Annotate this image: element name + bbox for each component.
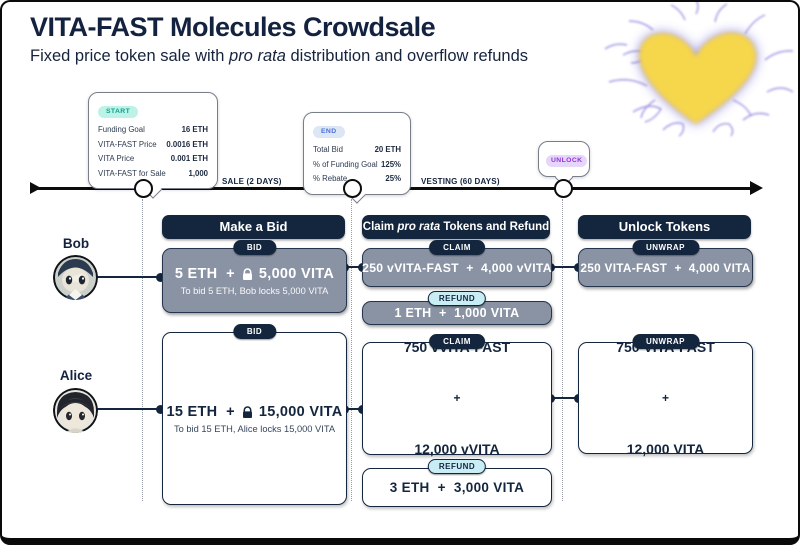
alice-bid-amount: 15 ETH + 15,000 VITA bbox=[166, 404, 342, 420]
alice-avatar bbox=[53, 388, 98, 433]
row-label: % of Funding Goal bbox=[313, 159, 378, 169]
bob-refund-amount: 1 ETH + 1,000 VITA bbox=[394, 306, 520, 320]
page-title: VITA-FAST Molecules Crowdsale bbox=[30, 12, 436, 42]
claim-badge: CLAIM bbox=[429, 334, 485, 349]
subtitle-suffix: distribution and overflow refunds bbox=[285, 47, 529, 65]
connector-dot bbox=[156, 272, 165, 282]
subtitle-prefix: Fixed price token sale with bbox=[30, 47, 230, 65]
claim-line: 12,000 vVITA bbox=[414, 441, 500, 457]
bob-unwrap-amount: 250 VITA-FAST + 4,000 VITA bbox=[580, 260, 751, 275]
end-badge: END bbox=[313, 125, 345, 138]
unwrap-line: + bbox=[661, 390, 669, 405]
bob-claim-box: CLAIM 250 vVITA-FAST + 4,000 vVITA bbox=[362, 240, 552, 287]
connector-alice-bid-claim bbox=[345, 408, 362, 411]
card-row: Total Bid 20 ETH bbox=[313, 143, 401, 158]
unwrap-badge: UNWRAP bbox=[632, 334, 699, 349]
refund-badge: REFUND bbox=[427, 291, 487, 306]
heart-fluorescence-image bbox=[604, 0, 794, 137]
alice-unwrap-amount: 750 VITA-FAST + 12,000 VITA bbox=[616, 305, 715, 492]
start-badge: START bbox=[98, 105, 139, 118]
alice-unwrap-box: UNWRAP 750 VITA-FAST + 12,000 VITA bbox=[578, 334, 753, 457]
row-label: VITA-FAST Price bbox=[98, 139, 157, 149]
connector-dot bbox=[156, 404, 165, 414]
card-row: Funding Goal 16 ETH bbox=[98, 123, 208, 138]
user-name-bob: Bob bbox=[62, 236, 90, 251]
bid-vita: 5,000 VITA bbox=[258, 265, 335, 282]
timeline-arrowhead-icon bbox=[750, 181, 763, 195]
card-row: % of Funding Goal 125% bbox=[313, 158, 401, 173]
column-header-bid: Make a Bid bbox=[162, 215, 345, 239]
bob-bid-note: To bid 5 ETH, Bob locks 5,000 VITA bbox=[180, 285, 329, 296]
card-row: VITA-FAST for Sale 1,000 bbox=[98, 167, 208, 182]
unwrap-line: 12,000 VITA bbox=[626, 440, 705, 457]
row-label: % Rebate bbox=[313, 174, 348, 183]
timeline-node-unlock bbox=[554, 179, 573, 198]
connector-bob-claim-unwrap bbox=[550, 266, 578, 269]
alice-bid-note: To bid 15 ETH, Alice locks 15,000 VITA bbox=[173, 423, 336, 434]
row-label: Funding Goal bbox=[98, 125, 145, 134]
unlock-badge: UNLOCK bbox=[546, 154, 588, 167]
alice-refund-box: REFUND 3 ETH + 3,000 VITA bbox=[362, 459, 552, 507]
user-name-alice: Alice bbox=[59, 368, 93, 383]
row-value: 0.0016 ETH bbox=[166, 139, 208, 149]
card-row: % Rebate 25% bbox=[313, 172, 401, 187]
lock-icon bbox=[242, 267, 252, 280]
row-value: 125% bbox=[381, 159, 401, 169]
start-guide-line bbox=[142, 199, 143, 501]
unlock-guide-line bbox=[562, 199, 563, 501]
vesting-phase-label: VESTING (60 DAYS) bbox=[421, 177, 500, 186]
bid-vita: 15,000 VITA bbox=[258, 403, 343, 420]
row-value: 1,000 bbox=[188, 168, 208, 178]
bid-badge: BID bbox=[232, 240, 277, 255]
claim-header-suffix: Tokens and Refund bbox=[440, 221, 550, 233]
alice-refund-amount: 3 ETH + 3,000 VITA bbox=[389, 480, 525, 495]
end-guide-line bbox=[351, 199, 352, 501]
connector-bob-avatar-bid bbox=[96, 276, 162, 279]
bob-unwrap-box: UNWRAP 250 VITA-FAST + 4,000 VITA bbox=[578, 240, 753, 287]
connector-alice-claim-unwrap bbox=[550, 397, 578, 400]
bid-badge: BID bbox=[232, 324, 277, 339]
bid-eth: 15 ETH + bbox=[166, 403, 235, 420]
timeline-node-end bbox=[343, 179, 362, 198]
connector-alice-avatar-bid bbox=[96, 408, 162, 411]
bob-claim-amount: 250 vVITA-FAST + 4,000 vVITA bbox=[362, 260, 552, 275]
card-row: VITA Price 0.001 ETH bbox=[98, 152, 208, 167]
unwrap-badge: UNWRAP bbox=[632, 240, 699, 255]
subtitle-italic: pro rata bbox=[229, 47, 286, 65]
row-value: 0.001 ETH bbox=[170, 154, 208, 163]
row-value: 20 ETH bbox=[374, 145, 401, 154]
timeline-node-start bbox=[134, 179, 153, 198]
alice-bid-box: BID 15 ETH + 15,000 VITA To bid 15 ETH, A… bbox=[162, 324, 347, 505]
claim-badge: CLAIM bbox=[429, 240, 485, 255]
bob-bid-box: BID 5 ETH + 5,000 VITA To bid 5 ETH, Bob … bbox=[162, 240, 347, 313]
page-subtitle: Fixed price token sale with pro rata dis… bbox=[30, 47, 528, 66]
bid-eth: 5 ETH + bbox=[174, 265, 235, 282]
bob-bid-amount: 5 ETH + 5,000 VITA bbox=[175, 266, 334, 282]
alice-claim-box: CLAIM 750 vVITA-FAST + 12,000 vVITA bbox=[362, 334, 552, 457]
start-card: START Funding Goal 16 ETH VITA-FAST Price… bbox=[88, 92, 218, 199]
column-header-claim: Claim pro rata Tokens and Refund bbox=[362, 215, 550, 239]
row-label: Total Bid bbox=[313, 145, 343, 154]
lock-icon bbox=[242, 405, 252, 418]
bob-refund-box: REFUND 1 ETH + 1,000 VITA bbox=[362, 291, 552, 325]
bob-avatar bbox=[53, 255, 98, 300]
row-value: 16 ETH bbox=[181, 125, 208, 134]
claim-header-prefix: Claim bbox=[362, 221, 398, 233]
sale-phase-label: SALE (2 DAYS) bbox=[222, 177, 282, 186]
row-label: VITA Price bbox=[98, 154, 135, 163]
claim-line: + bbox=[453, 391, 461, 405]
refund-badge: REFUND bbox=[427, 459, 487, 474]
row-value: 25% bbox=[385, 174, 401, 183]
connector-bob-bid-claim bbox=[345, 266, 362, 269]
card-row: VITA-FAST Price 0.0016 ETH bbox=[98, 138, 208, 153]
column-header-unlock: Unlock Tokens bbox=[578, 215, 751, 239]
claim-header-italic: pro rata bbox=[397, 221, 441, 233]
unlock-card: UNLOCK bbox=[538, 141, 590, 187]
row-label: VITA-FAST for Sale bbox=[98, 168, 166, 178]
end-card: END Total Bid 20 ETH % of Funding Goal 125… bbox=[303, 112, 411, 204]
